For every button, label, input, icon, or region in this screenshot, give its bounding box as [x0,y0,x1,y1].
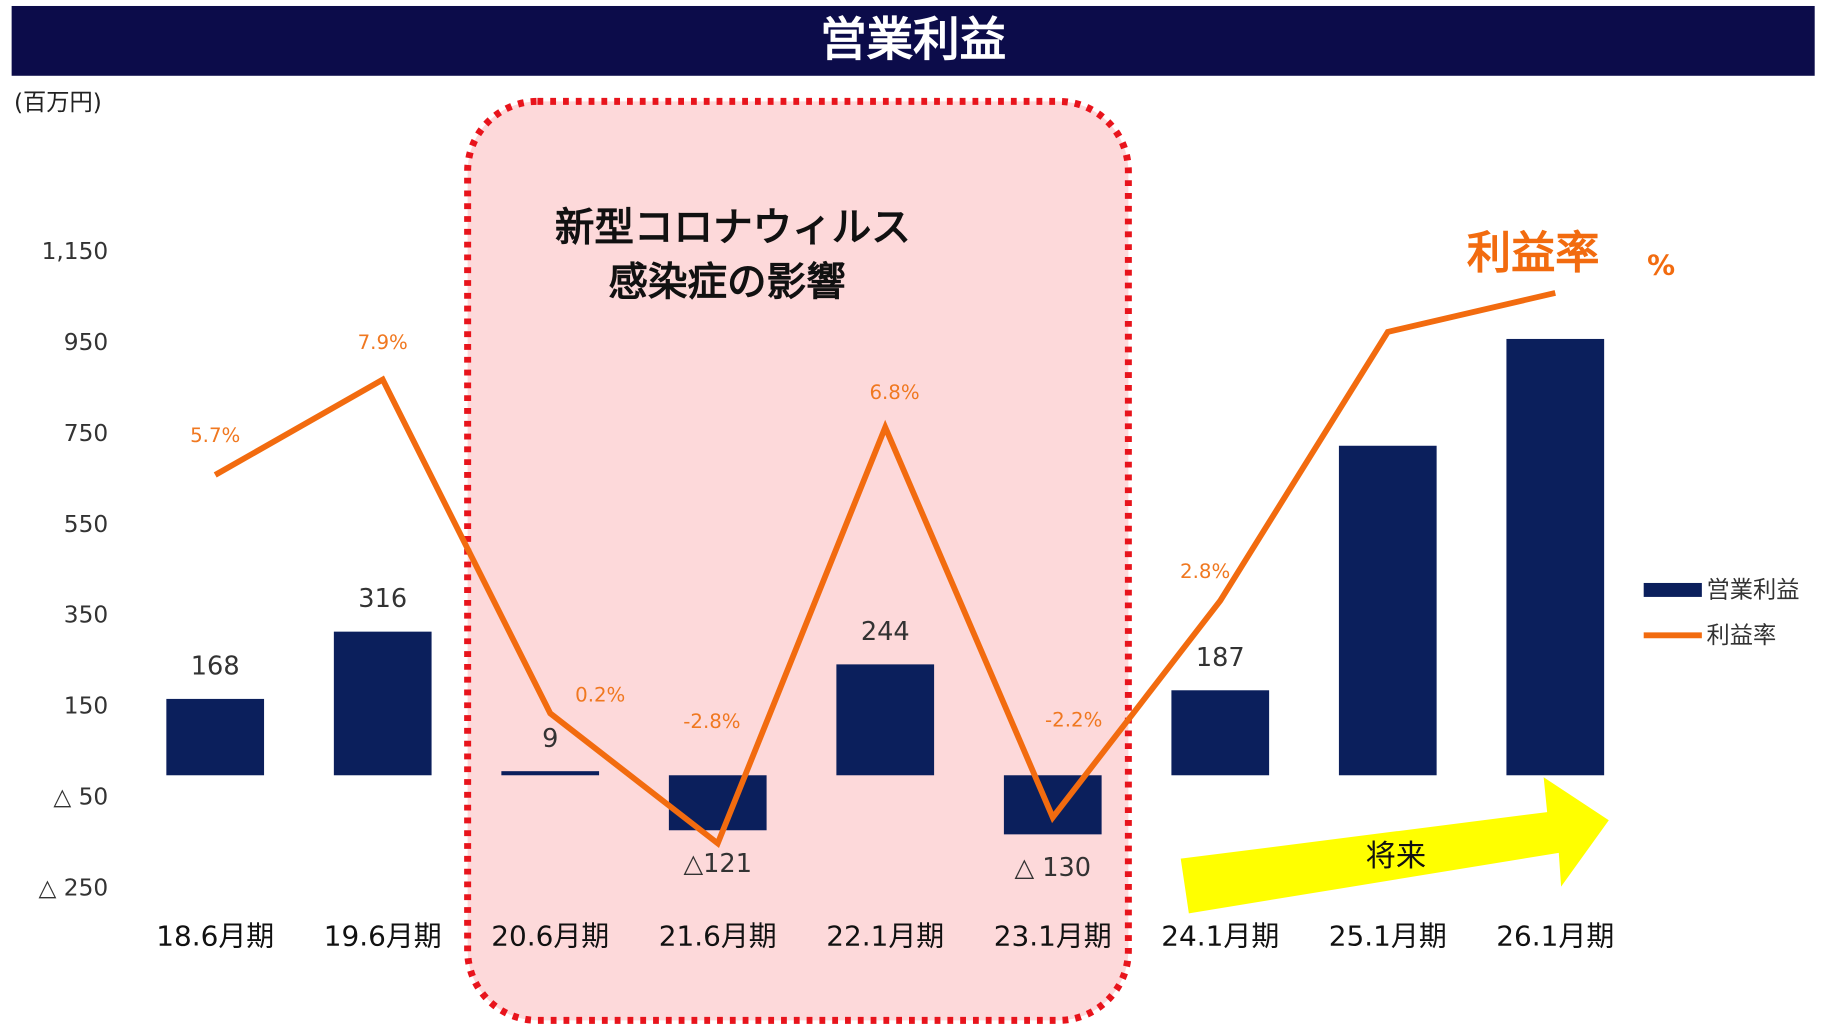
unit-label: (百万円) [14,89,102,116]
bar-value-label: △121 [683,849,752,879]
bar-value-label: 168 [191,652,240,682]
y-tick-label: △ 50 [53,783,108,810]
bar [1338,445,1437,776]
x-tick-label: 23.1月期 [994,920,1112,953]
line-value-label: 2.8% [1180,560,1230,583]
title-band [11,5,1815,76]
x-tick-label: 22.1月期 [826,920,944,953]
bar [501,771,600,776]
bar-value-label: 187 [1196,643,1245,673]
future-arrow [1180,777,1609,914]
legend-label: 利益率 [1707,622,1777,649]
bar [166,698,265,776]
bar-value-label: 316 [358,584,407,614]
line [213,290,1556,849]
y-tick-label: 1,150 [42,238,109,265]
line-value-label: 0.2% [575,683,625,706]
annotation: 新型コロナウィルス [555,205,911,251]
x-tick-label: 18.6月期 [156,920,274,953]
line-value-label: -2.8% [683,710,740,733]
legend-label: 営業利益 [1707,577,1800,604]
bar-value-label: 9 [542,724,558,754]
bar [333,631,432,776]
margin-label: 利益率 [1467,228,1600,279]
y-tick-label: 550 [64,511,108,538]
bar [668,775,767,831]
bar [836,664,935,776]
line-value-label: 6.8% [869,381,919,404]
margin-unit: % [1647,249,1675,282]
x-tick-label: 25.1月期 [1329,920,1447,953]
bar-value-label: △ 130 [1014,853,1091,883]
y-tick-label: 150 [64,693,108,720]
future-label: 将来 [1366,839,1426,874]
y-tick-label: 950 [64,329,108,356]
x-tick-label: 20.6月期 [491,920,609,953]
bar-value-label: 244 [861,617,910,647]
chart-title: 営業利益 [820,13,1006,67]
covid-box [464,97,1132,1024]
x-tick-label: 21.6月期 [659,920,777,953]
y-tick-label: △ 250 [39,874,109,901]
line-value-label: 5.7% [190,424,240,447]
y-tick-label: 350 [64,602,108,629]
bar [1003,775,1102,835]
annotation: 感染症の影響 [608,260,845,306]
y-tick-label: 750 [64,420,108,447]
bar [1171,690,1270,776]
x-tick-label: 19.6月期 [324,920,442,953]
x-tick-label: 26.1月期 [1496,920,1614,953]
x-tick-label: 24.1月期 [1161,920,1279,953]
line-value-label: -2.2% [1045,708,1102,731]
bar [1506,338,1605,776]
legend-swatch [1643,582,1702,597]
line-value-label: 7.9% [358,331,408,354]
